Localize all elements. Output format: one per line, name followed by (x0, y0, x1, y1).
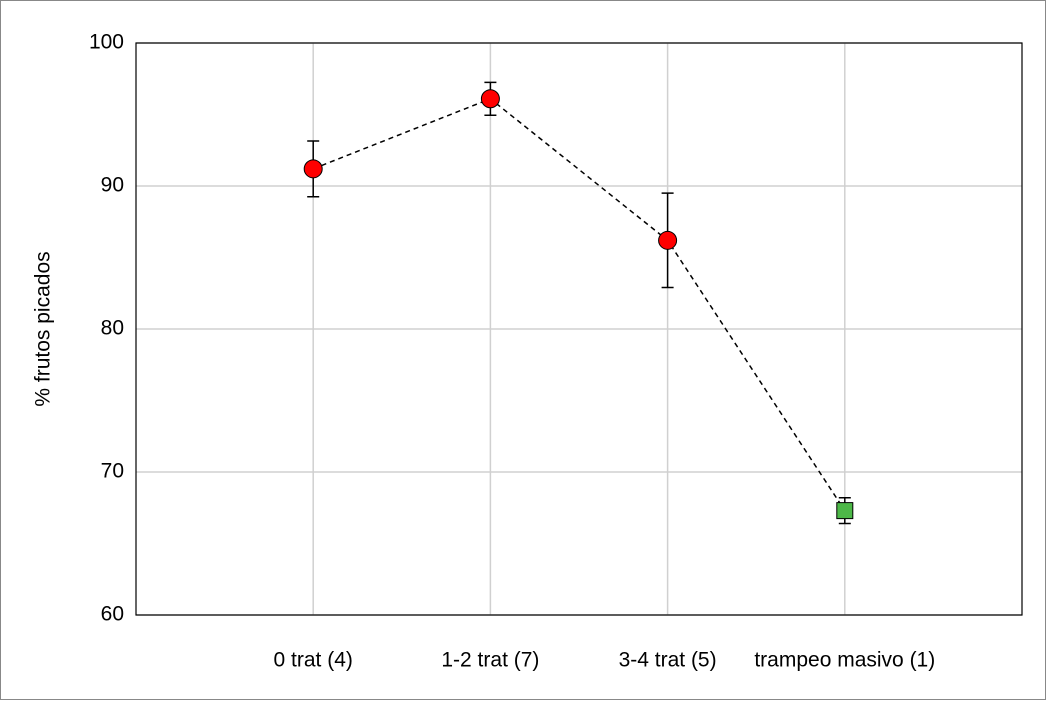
line (312, 97, 846, 512)
y-tick-label: 70 (101, 460, 124, 483)
x-tick-label: trampeo masivo (1) (754, 649, 935, 672)
point (836, 502, 854, 520)
y-tick-label: 100 (89, 31, 124, 54)
point (658, 230, 678, 250)
y-tick-label: 80 (101, 317, 124, 340)
plot-area (135, 42, 1023, 616)
x-tick-label: 0 trat (4) (274, 649, 353, 672)
y-tick-label: 60 (101, 603, 124, 626)
point (480, 89, 500, 109)
point (303, 159, 323, 179)
y-axis-label: % frutos picados (32, 251, 55, 406)
x-tick-label: 1-2 trat (7) (441, 649, 539, 672)
y-tick-label: 90 (101, 174, 124, 197)
x-tick-label: 3-4 trat (5) (619, 649, 717, 672)
